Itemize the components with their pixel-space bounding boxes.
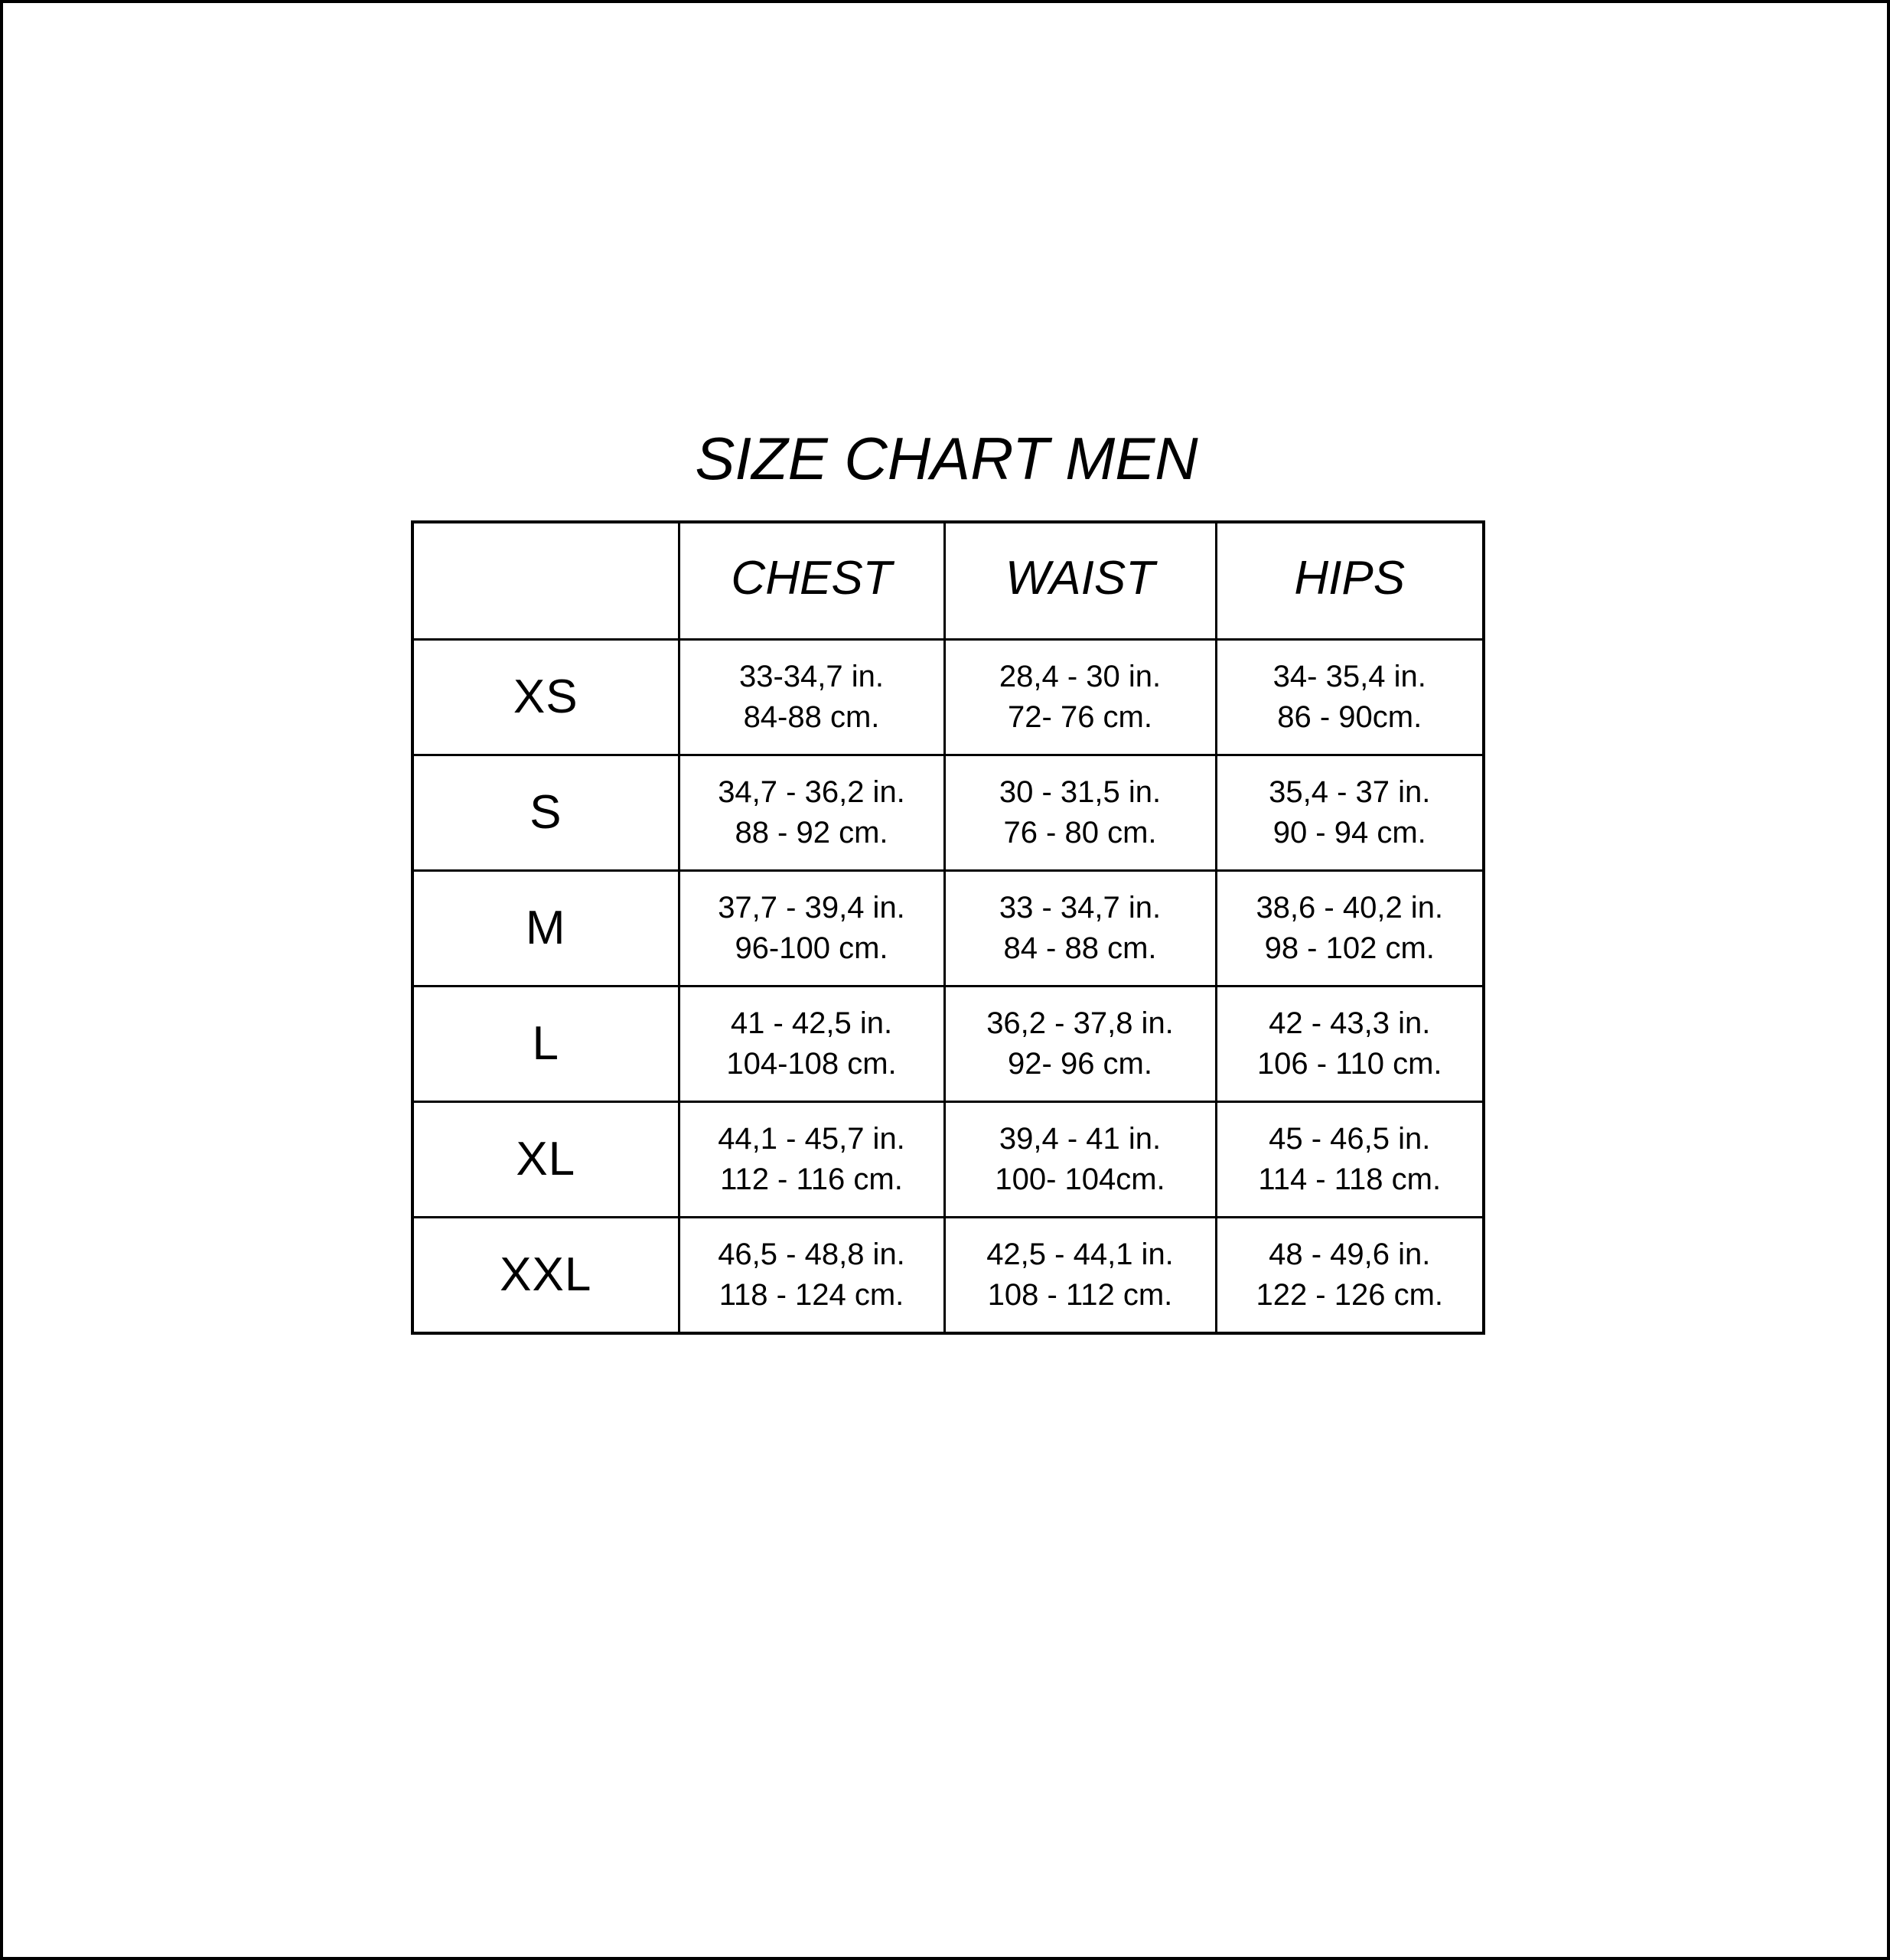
size-chart-table: CHEST WAIST HIPS XS 33-34,7 in. 84-88 cm… xyxy=(411,520,1485,1335)
waist-measurement: 36,2 - 37,8 in. 92- 96 cm. xyxy=(943,985,1217,1103)
hips-centimeters: 86 - 90cm. xyxy=(1277,700,1422,734)
page-title: SIZE CHART MEN xyxy=(695,425,1198,492)
chest-inches: 37,7 - 39,4 in. xyxy=(718,891,905,925)
waist-measurement: 33 - 34,7 in. 84 - 88 cm. xyxy=(943,869,1217,987)
hips-measurement: 42 - 43,3 in. 106 - 110 cm. xyxy=(1214,985,1485,1103)
waist-inches: 28,4 - 30 in. xyxy=(999,660,1162,694)
chest-measurement: 37,7 - 39,4 in. 96-100 cm. xyxy=(677,869,946,987)
chest-measurement: 41 - 42,5 in. 104-108 cm. xyxy=(677,985,946,1103)
table-row: S 34,7 - 36,2 in. 88 - 92 cm. 30 - 31,5 … xyxy=(411,754,1485,872)
chest-inches: 33-34,7 in. xyxy=(738,660,885,694)
chest-centimeters: 84-88 cm. xyxy=(743,700,880,734)
waist-measurement: 39,4 - 41 in. 100- 104cm. xyxy=(943,1101,1217,1218)
waist-centimeters: 76 - 80 cm. xyxy=(1003,816,1157,850)
column-header-size xyxy=(411,520,680,641)
chest-centimeters: 96-100 cm. xyxy=(735,931,888,965)
chest-centimeters: 88 - 92 cm. xyxy=(735,816,888,850)
hips-measurement: 34- 35,4 in. 86 - 90cm. xyxy=(1214,638,1485,756)
chest-measurement: 46,5 - 48,8 in. 118 - 124 cm. xyxy=(677,1216,946,1335)
waist-centimeters: 100- 104cm. xyxy=(995,1163,1165,1196)
hips-inches: 42 - 43,3 in. xyxy=(1269,1006,1431,1041)
hips-measurement: 38,6 - 40,2 in. 98 - 102 cm. xyxy=(1214,869,1485,987)
chest-measurement: 34,7 - 36,2 in. 88 - 92 cm. xyxy=(677,754,946,872)
size-label: S xyxy=(411,754,680,872)
table-row: XS 33-34,7 in. 84-88 cm. 28,4 - 30 in. 7… xyxy=(411,638,1485,756)
chest-inches: 46,5 - 48,8 in. xyxy=(718,1238,905,1272)
hips-inches: 34- 35,4 in. xyxy=(1272,660,1426,694)
hips-centimeters: 90 - 94 cm. xyxy=(1272,816,1426,850)
hips-inches: 35,4 - 37 in. xyxy=(1269,775,1431,810)
hips-centimeters: 122 - 126 cm. xyxy=(1256,1278,1444,1312)
waist-centimeters: 92- 96 cm. xyxy=(1008,1047,1152,1081)
waist-measurement: 30 - 31,5 in. 76 - 80 cm. xyxy=(943,754,1217,872)
chest-centimeters: 118 - 124 cm. xyxy=(719,1278,904,1312)
waist-centimeters: 108 - 112 cm. xyxy=(987,1278,1173,1312)
hips-measurement: 35,4 - 37 in. 90 - 94 cm. xyxy=(1214,754,1485,872)
hips-measurement: 48 - 49,6 in. 122 - 126 cm. xyxy=(1214,1216,1485,1335)
hips-inches: 45 - 46,5 in. xyxy=(1269,1122,1431,1156)
hips-centimeters: 106 - 110 cm. xyxy=(1256,1047,1442,1081)
table-row: XL 44,1 - 45,7 in. 112 - 116 cm. 39,4 - … xyxy=(411,1101,1485,1218)
chest-measurement: 44,1 - 45,7 in. 112 - 116 cm. xyxy=(677,1101,946,1218)
size-label: XXL xyxy=(411,1216,680,1335)
hips-centimeters: 98 - 102 cm. xyxy=(1264,931,1435,965)
table-row: M 37,7 - 39,4 in. 96-100 cm. 33 - 34,7 i… xyxy=(411,869,1485,987)
waist-measurement: 28,4 - 30 in. 72- 76 cm. xyxy=(943,638,1217,756)
waist-measurement: 42,5 - 44,1 in. 108 - 112 cm. xyxy=(943,1216,1217,1335)
chest-measurement: 33-34,7 in. 84-88 cm. xyxy=(677,638,946,756)
chest-centimeters: 104-108 cm. xyxy=(726,1047,897,1081)
chest-inches: 34,7 - 36,2 in. xyxy=(718,775,905,810)
waist-inches: 36,2 - 37,8 in. xyxy=(986,1006,1174,1041)
chest-centimeters: 112 - 116 cm. xyxy=(720,1163,903,1196)
waist-inches: 33 - 34,7 in. xyxy=(999,891,1162,925)
chest-inches: 41 - 42,5 in. xyxy=(730,1006,893,1041)
waist-centimeters: 84 - 88 cm. xyxy=(1003,931,1157,965)
chest-inches: 44,1 - 45,7 in. xyxy=(718,1122,905,1156)
size-label: XL xyxy=(411,1101,680,1218)
waist-inches: 30 - 31,5 in. xyxy=(999,775,1162,810)
size-label: XS xyxy=(411,638,680,756)
size-label: M xyxy=(411,869,680,987)
hips-measurement: 45 - 46,5 in. 114 - 118 cm. xyxy=(1214,1101,1485,1218)
hips-inches: 38,6 - 40,2 in. xyxy=(1256,891,1444,925)
column-header-waist: WAIST xyxy=(943,520,1217,641)
table-row: L 41 - 42,5 in. 104-108 cm. 36,2 - 37,8 … xyxy=(411,985,1485,1103)
table-header-row: CHEST WAIST HIPS xyxy=(411,520,1485,641)
hips-centimeters: 114 - 118 cm. xyxy=(1258,1163,1442,1196)
waist-inches: 39,4 - 41 in. xyxy=(999,1122,1162,1156)
column-header-chest: CHEST xyxy=(677,520,946,641)
size-chart-container: SIZE CHART MEN CHEST WAIST HIPS XS 33-34… xyxy=(411,425,1485,1335)
column-header-hips: HIPS xyxy=(1214,520,1485,641)
waist-centimeters: 72- 76 cm. xyxy=(1008,700,1152,734)
size-label: L xyxy=(411,985,680,1103)
waist-inches: 42,5 - 44,1 in. xyxy=(986,1238,1174,1272)
hips-inches: 48 - 49,6 in. xyxy=(1269,1238,1431,1272)
table-row: XXL 46,5 - 48,8 in. 118 - 124 cm. 42,5 -… xyxy=(411,1216,1485,1335)
